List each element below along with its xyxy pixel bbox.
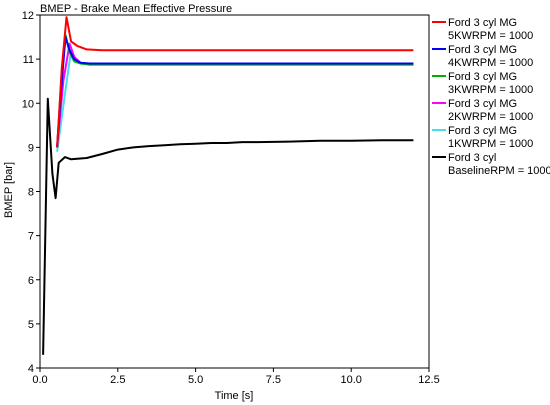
- y-tick-label: 5: [28, 319, 34, 331]
- y-tick-label: 8: [28, 187, 34, 199]
- legend-label: Ford 3 cyl MG: [448, 17, 517, 29]
- series-line-1: [56, 16, 414, 148]
- chart-title: BMEP - Brake Mean Effective Pressure: [40, 3, 232, 15]
- series-line-6: [42, 97, 414, 355]
- y-tick-label: 6: [28, 275, 34, 287]
- x-tick-label: 5.0: [188, 374, 203, 386]
- x-axis-label: Time [s]: [215, 390, 254, 402]
- series-line-4: [56, 42, 414, 148]
- y-tick-label: 9: [28, 142, 34, 154]
- legend-label: Ford 3 cyl: [448, 152, 496, 164]
- x-tick-label: 12.5: [418, 374, 439, 386]
- legend-label: 2KWRPM = 1000: [448, 111, 533, 123]
- x-tick-label: 2.5: [110, 374, 125, 386]
- series-line-3: [56, 33, 414, 148]
- legend-label: 3KWRPM = 1000: [448, 84, 533, 96]
- legend-label: Ford 3 cyl MG: [448, 125, 517, 137]
- legend-label: 4KWRPM = 1000: [448, 57, 533, 69]
- legend-label: Ford 3 cyl MG: [448, 71, 517, 83]
- y-tick-label: 11: [23, 54, 34, 66]
- plot-frame: [39, 14, 430, 369]
- x-tick-label: 10.0: [340, 374, 361, 386]
- legend-label: 1KWRPM = 1000: [448, 138, 533, 150]
- y-tick-label: 7: [28, 231, 34, 243]
- y-axis-label: BMEP [bar]: [3, 162, 15, 218]
- legend-label: Ford 3 cyl MG: [448, 44, 517, 56]
- x-tick-label: 0.0: [32, 374, 47, 386]
- legend-label: Ford 3 cyl MG: [448, 98, 517, 110]
- legend-label: 5KWRPM = 1000: [448, 30, 533, 42]
- legend-label: BaselineRPM = 1000: [448, 165, 550, 177]
- series-line-5: [56, 49, 414, 152]
- y-tick-label: 4: [28, 363, 34, 375]
- plot-area: 0.0 2.5 5.0 7.5 10.0 12.5 4 5 6 7 8 9 10 11 12: [22, 10, 440, 386]
- x-tick-label: 7.5: [266, 374, 281, 386]
- series-line-2: [56, 36, 414, 148]
- y-tick-label: 10: [22, 98, 34, 110]
- y-tick-label: 12: [22, 10, 34, 22]
